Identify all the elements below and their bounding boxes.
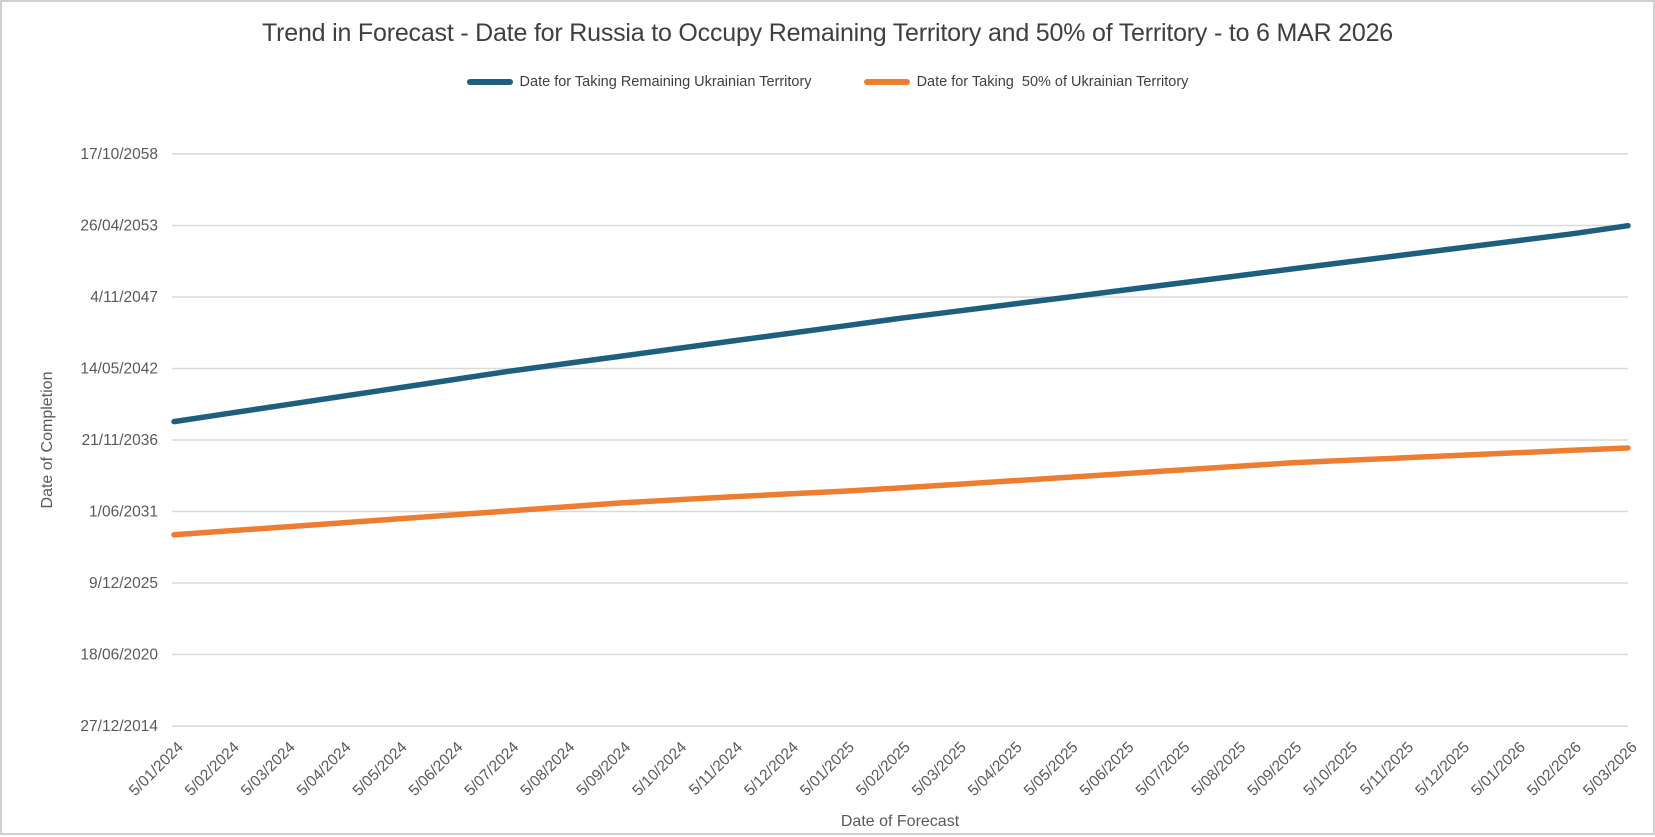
x-axis-tick-label: 5/07/2024 (462, 739, 523, 800)
x-axis-title: Date of Forecast (841, 813, 960, 830)
chart-title: Trend in Forecast - Date for Russia to O… (261, 19, 1393, 47)
y-axis-tick-label: 21/11/2036 (82, 432, 158, 449)
x-axis-tick-label: 5/07/2025 (1133, 739, 1194, 800)
series-line-remaining-territory (171, 222, 1631, 425)
x-axis-tick-label: 5/02/2024 (182, 739, 243, 800)
y-axis-tick-label: 26/04/2053 (80, 218, 158, 235)
x-axis-tick-label: 5/01/2025 (797, 739, 858, 800)
x-axis-tick-label: 5/04/2025 (965, 739, 1026, 800)
x-axis-tick-label: 5/06/2025 (1077, 739, 1138, 800)
x-axis-tick-label: 5/05/2024 (350, 739, 411, 800)
y-axis-tick-label: 14/05/2042 (80, 361, 158, 378)
y-axis-title: Date of Completion (39, 372, 56, 509)
x-axis-tick-label: 5/09/2024 (573, 739, 634, 800)
x-axis-tick-label: 5/12/2025 (1412, 739, 1473, 800)
x-axis-tick-label: 5/09/2025 (1245, 739, 1306, 800)
y-axis-tick-label: 17/10/2058 (80, 146, 158, 163)
legend-label-50-percent-territory: Date for Taking 50% of Ukrainian Territo… (916, 74, 1189, 90)
x-axis-tick-label: 5/03/2024 (238, 739, 299, 800)
x-axis-tick-label: 5/02/2026 (1524, 739, 1585, 800)
x-axis-tick-label: 5/08/2024 (518, 739, 579, 800)
x-axis-tick-label: 5/03/2025 (909, 739, 970, 800)
legend-label-remaining-territory: Date for Taking Remaining Ukrainian Terr… (519, 74, 812, 90)
x-axis-tick-label: 5/04/2024 (294, 739, 355, 800)
y-axis-tick-label: 18/06/2020 (80, 647, 158, 664)
x-axis-tick-label: 5/05/2025 (1021, 739, 1082, 800)
y-axis-tick-label: 27/12/2014 (80, 718, 158, 735)
y-axis-tick-label: 4/11/2047 (90, 289, 158, 306)
x-axis-tick-label: 5/11/2025 (1357, 739, 1417, 799)
legend-line-swatch-remaining-territory (466, 79, 513, 85)
legend-line-swatch-50-percent-territory (863, 79, 910, 85)
x-axis-tick-label: 5/12/2024 (741, 739, 802, 800)
legend-item-remaining-territory: Date for Taking Remaining Ukrainian Terr… (466, 74, 812, 90)
x-axis-tick-label: 5/08/2025 (1189, 739, 1250, 800)
x-axis-tick-label: 5/10/2024 (629, 739, 690, 800)
series-line-50-percent-territory (171, 445, 1631, 538)
x-axis-tick-label: 5/01/2026 (1468, 739, 1529, 800)
x-axis-tick-label: 5/02/2025 (853, 739, 914, 800)
y-axis-tick-label: 9/12/2025 (89, 575, 158, 592)
legend: Date for Taking Remaining Ukrainian Terr… (2, 74, 1653, 90)
x-axis-tick-label: 5/01/2024 (126, 739, 187, 800)
y-axis-tick-label: 1/06/2031 (89, 504, 158, 521)
x-axis-tick-label: 5/11/2024 (686, 739, 746, 799)
x-axis-tick-label: 5/10/2025 (1300, 739, 1361, 800)
legend-item-50-percent-territory: Date for Taking 50% of Ukrainian Territo… (863, 74, 1189, 90)
x-axis-tick-label: 5/06/2024 (406, 739, 467, 800)
x-axis-tick-label: 5/03/2026 (1580, 739, 1641, 800)
